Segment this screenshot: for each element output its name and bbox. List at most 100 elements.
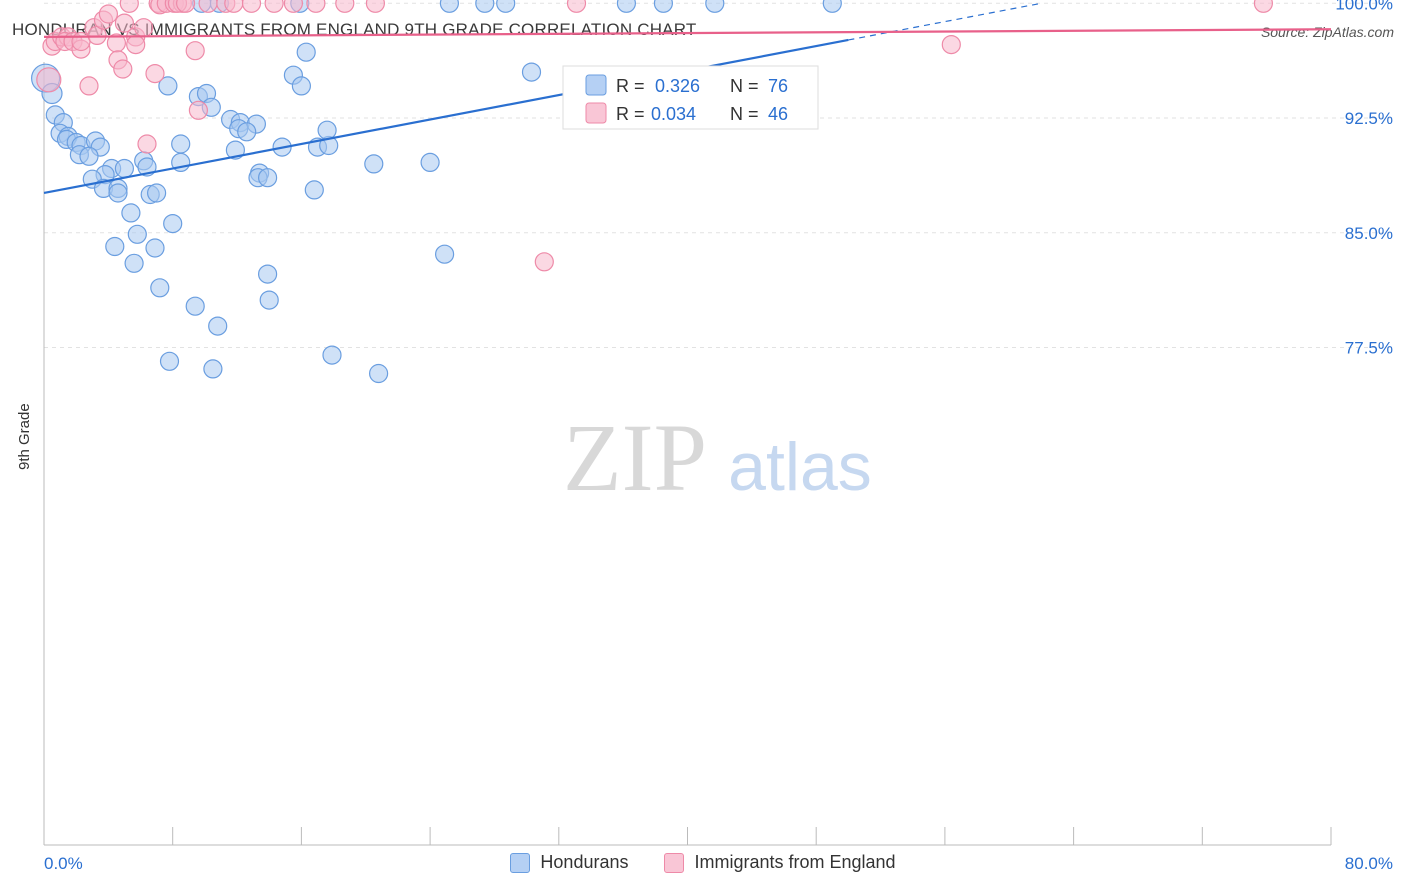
england-point <box>134 18 154 38</box>
england-point <box>98 4 119 24</box>
honduran-point <box>237 122 257 142</box>
legend-n-value-2: 46 <box>768 104 788 124</box>
x-tick-label-min: 0.0% <box>44 854 83 873</box>
y-tick-label: 92.5% <box>1345 109 1393 128</box>
england-point <box>176 0 196 13</box>
x-tick-label-max: 80.0% <box>1345 854 1393 873</box>
y-tick-label: 100.0% <box>1335 0 1393 13</box>
england-point <box>566 0 587 13</box>
watermark-zip: ZIP <box>563 404 707 511</box>
england-point <box>119 0 139 13</box>
england-point <box>224 0 244 13</box>
england-point <box>137 134 157 154</box>
watermark-atlas: atlas <box>728 429 872 505</box>
honduran-point <box>105 236 125 257</box>
england-point <box>79 76 99 96</box>
legend-swatch-england <box>585 102 607 124</box>
honduran-point <box>208 316 228 336</box>
honduran-point <box>496 0 516 13</box>
honduran-point <box>158 76 178 96</box>
axis-layer: 77.5% 85.0% 92.5% 100.0% 0.0% 80.0% <box>43 0 1393 873</box>
legend-swatch-pink <box>664 852 685 873</box>
legend-swatch-hondurans <box>585 74 607 96</box>
bottom-legend: Hondurans Immigrants from England <box>0 852 1406 873</box>
honduran-point <box>475 0 495 13</box>
honduran-point <box>145 238 165 258</box>
england-point <box>264 0 284 13</box>
legend-r-label-2: R = <box>616 104 645 124</box>
honduran-point <box>159 351 180 371</box>
honduran-point <box>291 76 311 96</box>
england-point <box>365 0 385 13</box>
grid-layer <box>44 2 1392 348</box>
legend-swatch-blue <box>510 852 531 873</box>
england-point <box>241 0 262 13</box>
honduran-point <box>108 183 128 203</box>
honduran-point <box>420 152 440 172</box>
y-tick-label: 85.0% <box>1345 224 1393 243</box>
honduran-point <box>296 42 316 62</box>
points-layer <box>30 0 1273 384</box>
honduran-trendline-extension <box>848 2 1042 41</box>
england-point <box>114 13 135 33</box>
honduran-point <box>259 290 279 310</box>
legend-n-value-1: 76 <box>768 76 788 96</box>
honduran-point <box>79 146 99 166</box>
source-label: Source: ZipAtlas.com <box>1260 24 1394 40</box>
england-point <box>283 0 303 13</box>
honduran-point <box>147 183 167 203</box>
england-point <box>198 0 218 13</box>
honduran-point <box>364 154 384 174</box>
honduran-point <box>435 244 455 264</box>
honduran-point <box>705 0 725 13</box>
honduran-point <box>185 296 205 316</box>
honduran-point <box>258 264 278 284</box>
legend-item-hondurans[interactable]: Hondurans <box>510 852 628 873</box>
england-point <box>941 34 961 55</box>
honduran-point <box>171 134 191 154</box>
watermark: ZIP atlas <box>563 404 872 511</box>
honduran-point <box>822 0 842 13</box>
honduran-point <box>121 203 141 223</box>
honduran-point <box>127 224 147 244</box>
legend-box: R = 0.326 N = 76 R = 0.034 N = 46 <box>562 65 819 130</box>
honduran-point <box>439 0 459 13</box>
honduran-point <box>150 278 170 298</box>
honduran-point <box>203 359 223 379</box>
honduran-point <box>616 0 636 13</box>
honduran-point <box>317 120 337 140</box>
honduran-trendline <box>43 38 849 195</box>
legend-label-england: Immigrants from England <box>694 852 896 872</box>
honduran-point <box>163 214 183 234</box>
legend-r-value-2: 0.034 <box>651 104 696 124</box>
honduran-point <box>114 158 135 179</box>
honduran-point <box>322 345 342 365</box>
trend-layer <box>43 2 1332 195</box>
legend-n-label-1: N = <box>730 76 759 96</box>
honduran-point <box>124 253 144 273</box>
honduran-point <box>304 180 324 200</box>
england-trendline <box>43 28 1332 39</box>
legend-n-label-2: N = <box>730 104 759 124</box>
honduran-point <box>521 62 542 82</box>
england-point <box>534 252 554 272</box>
legend-label-hondurans: Hondurans <box>540 852 629 872</box>
england-point <box>1253 0 1273 13</box>
legend-item-england[interactable]: Immigrants from England <box>664 852 896 873</box>
england-point <box>185 41 205 61</box>
england-point <box>306 0 326 13</box>
honduran-point <box>653 0 673 13</box>
honduran-point <box>369 363 389 384</box>
legend-r-label-1: R = <box>616 76 645 96</box>
england-point <box>113 59 133 79</box>
england-point <box>145 63 165 84</box>
legend-r-value-1: 0.326 <box>655 76 700 96</box>
england-point <box>36 67 62 93</box>
england-point <box>335 0 355 13</box>
honduran-point <box>258 168 278 188</box>
england-point <box>71 31 91 52</box>
england-point <box>126 34 146 55</box>
england-point <box>188 100 208 120</box>
y-tick-label: 77.5% <box>1345 339 1393 358</box>
